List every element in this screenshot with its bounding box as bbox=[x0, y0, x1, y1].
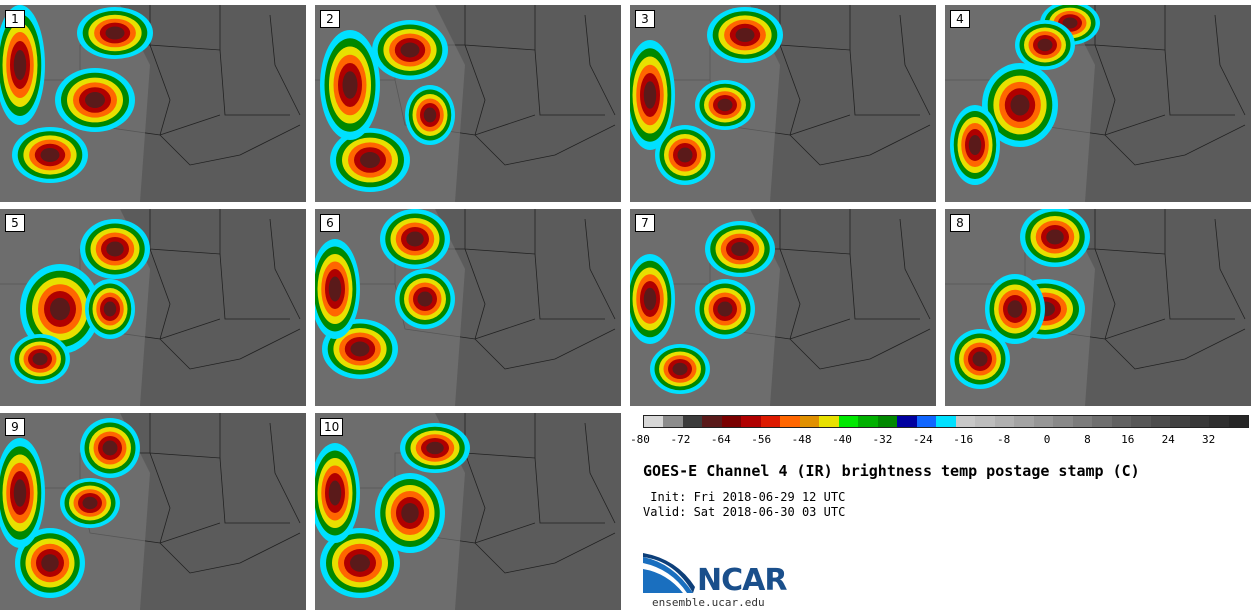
colorbar-tick-label: -40 bbox=[832, 433, 852, 446]
colorbar-swatch bbox=[1189, 416, 1210, 427]
colorbar-swatch bbox=[1209, 416, 1229, 427]
member-panel: 4 bbox=[945, 5, 1251, 202]
website-url: ensemble.ucar.edu bbox=[652, 596, 765, 609]
member-panel: 1 bbox=[0, 5, 306, 202]
ir-satellite-map bbox=[0, 5, 306, 202]
colorbar-swatch bbox=[663, 416, 683, 427]
colorbar-tick-label: 24 bbox=[1161, 433, 1175, 446]
colorbar-tick-label: -64 bbox=[710, 433, 731, 446]
colorbar-swatch bbox=[994, 416, 1015, 427]
member-number-label: 10 bbox=[320, 418, 344, 436]
member-panel: 3 bbox=[630, 5, 936, 202]
ncar-logo-icon bbox=[643, 553, 695, 593]
member-panel: 10 bbox=[315, 413, 621, 610]
colorbar-swatch bbox=[1150, 416, 1171, 427]
colorbar-tick-label: -24 bbox=[912, 433, 933, 446]
member-number-label: 8 bbox=[950, 214, 970, 232]
colorbar-tick-label: -32 bbox=[872, 433, 893, 446]
colorbar-swatch bbox=[760, 416, 781, 427]
ir-satellite-map bbox=[945, 5, 1251, 202]
ir-satellite-map bbox=[0, 413, 306, 610]
member-panel: 8 bbox=[945, 209, 1251, 406]
colorbar-swatch bbox=[1111, 416, 1132, 427]
colorbar-swatch bbox=[1170, 416, 1190, 427]
valid-time: Valid: Sat 2018-06-30 03 UTC bbox=[643, 505, 846, 519]
colorbar-swatch bbox=[838, 416, 859, 427]
colorbar-swatch bbox=[877, 416, 898, 427]
colorbar-swatch bbox=[1092, 416, 1112, 427]
logo-text: NCAR bbox=[697, 563, 787, 598]
ir-satellite-map bbox=[315, 413, 621, 610]
member-number-label: 6 bbox=[320, 214, 340, 232]
colorbar-tick-label: -16 bbox=[953, 433, 974, 446]
member-panel: 9 bbox=[0, 413, 306, 610]
init-time: Init: Fri 2018-06-29 12 UTC bbox=[643, 490, 846, 504]
colorbar-swatch bbox=[1228, 416, 1249, 427]
colorbar-swatch bbox=[975, 416, 995, 427]
colorbar-swatch bbox=[702, 416, 722, 427]
colorbar-swatch bbox=[1014, 416, 1034, 427]
colorbar-swatch bbox=[682, 416, 703, 427]
colorbar-tick-label: -48 bbox=[791, 433, 812, 446]
colorbar-swatch bbox=[1053, 416, 1073, 427]
colorbar-swatch bbox=[721, 416, 742, 427]
colorbar-tick-label: -72 bbox=[670, 433, 691, 446]
ir-satellite-map bbox=[0, 209, 306, 406]
colorbar-tick-label: -8 bbox=[996, 433, 1011, 446]
member-number-label: 9 bbox=[5, 418, 25, 436]
member-number-label: 1 bbox=[5, 10, 25, 28]
colorbar-tick-label: 0 bbox=[1043, 433, 1051, 446]
colorbar-swatch bbox=[799, 416, 820, 427]
ir-satellite-map bbox=[315, 209, 621, 406]
colorbar-swatch bbox=[936, 416, 956, 427]
colorbar-swatch bbox=[1033, 416, 1054, 427]
colorbar-swatch bbox=[780, 416, 800, 427]
member-panel: 5 bbox=[0, 209, 306, 406]
colorbar-swatch bbox=[897, 416, 917, 427]
colorbar-swatch bbox=[819, 416, 839, 427]
member-number-label: 2 bbox=[320, 10, 340, 28]
member-number-label: 3 bbox=[635, 10, 655, 28]
ir-satellite-map bbox=[630, 209, 936, 406]
colorbar-tick-label: 16 bbox=[1121, 433, 1135, 446]
colorbar-swatch bbox=[858, 416, 878, 427]
ir-satellite-map bbox=[630, 5, 936, 202]
colorbar-tick-label: 32 bbox=[1201, 433, 1216, 446]
colorbar-tick-label: -80 bbox=[630, 433, 650, 446]
colorbar-swatch bbox=[741, 416, 761, 427]
colorbar-swatch bbox=[955, 416, 976, 427]
member-panel: 6 bbox=[315, 209, 621, 406]
member-number-label: 7 bbox=[635, 214, 655, 232]
colorbar bbox=[643, 415, 1249, 428]
member-number-label: 4 bbox=[950, 10, 970, 28]
colorbar-tick-label: -56 bbox=[751, 433, 772, 446]
figure-title: GOES-E Channel 4 (IR) brightness temp po… bbox=[643, 462, 1140, 480]
colorbar-swatch bbox=[916, 416, 937, 427]
member-number-label: 5 bbox=[5, 214, 25, 232]
colorbar-swatch bbox=[644, 416, 664, 427]
member-panel: 7 bbox=[630, 209, 936, 406]
member-panel: 2 bbox=[315, 5, 621, 202]
ir-satellite-map bbox=[315, 5, 621, 202]
colorbar-swatch bbox=[1131, 416, 1151, 427]
colorbar-swatch bbox=[1072, 416, 1093, 427]
colorbar-tick-label: 8 bbox=[1084, 433, 1091, 446]
ir-satellite-map bbox=[945, 209, 1251, 406]
